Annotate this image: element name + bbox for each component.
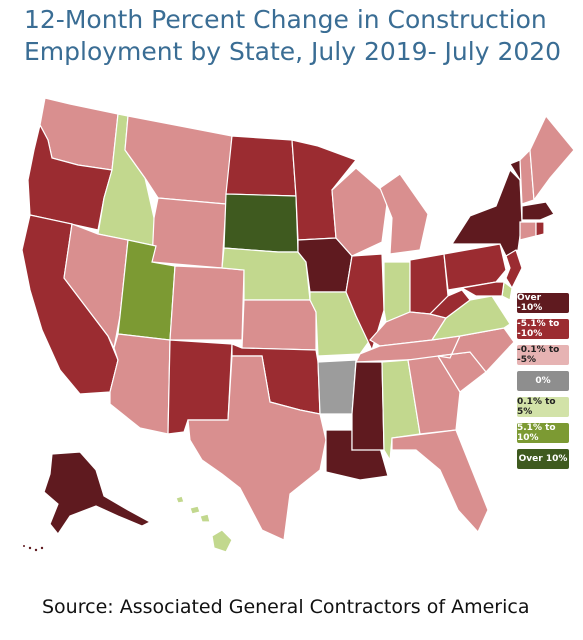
legend-item: -0.1% to -5% xyxy=(517,345,569,365)
state-az[interactable] xyxy=(109,333,171,435)
legend-item: -5.1% to -10% xyxy=(517,319,569,339)
state-ri[interactable] xyxy=(535,221,545,237)
state-co[interactable] xyxy=(169,265,245,341)
state-ks[interactable] xyxy=(241,299,317,351)
map-legend: Over -10% -5.1% to -10% -0.1% to -5% 0% 0.1%… xyxy=(517,293,569,475)
us-map xyxy=(0,90,583,570)
title-line-1: 12-Month Percent Change in Construction xyxy=(24,5,547,34)
state-sd[interactable] xyxy=(223,193,299,253)
state-me[interactable] xyxy=(529,114,575,202)
source-note: Source: Associated General Contractors o… xyxy=(42,596,530,618)
title-line-2: Employment by State, July 2019- July 202… xyxy=(24,37,562,66)
state-ny[interactable] xyxy=(450,168,523,257)
state-nv[interactable] xyxy=(63,223,129,350)
legend-item: 0.1% to 5% xyxy=(517,397,569,417)
state-wv[interactable] xyxy=(428,289,471,319)
state-ct[interactable] xyxy=(519,221,537,241)
state-ma[interactable] xyxy=(521,201,555,221)
state-mi[interactable] xyxy=(379,173,429,255)
state-ga[interactable] xyxy=(407,355,461,435)
state-hi[interactable] xyxy=(211,529,233,553)
state-hi-islands[interactable] xyxy=(175,495,211,523)
legend-item: 0% xyxy=(517,371,569,391)
state-ak[interactable] xyxy=(43,451,152,536)
state-wi[interactable] xyxy=(331,167,389,257)
state-ms[interactable] xyxy=(351,361,385,451)
state-nj[interactable] xyxy=(505,249,523,290)
state-ar[interactable] xyxy=(317,359,357,415)
state-pa[interactable] xyxy=(443,243,507,291)
legend-item: Over -10% xyxy=(517,293,569,313)
state-nd[interactable] xyxy=(225,135,297,197)
legend-item: 5.1% to 10% xyxy=(517,423,569,443)
aleutian-islands xyxy=(23,545,44,552)
state-fl[interactable] xyxy=(391,429,489,534)
us-map-svg xyxy=(21,97,575,553)
state-md[interactable] xyxy=(460,281,505,297)
state-wy[interactable] xyxy=(151,197,227,269)
map-title: 12-Month Percent Change in Construction … xyxy=(24,4,564,68)
legend-item: Over 10% xyxy=(517,449,569,469)
state-tx[interactable] xyxy=(187,355,327,541)
